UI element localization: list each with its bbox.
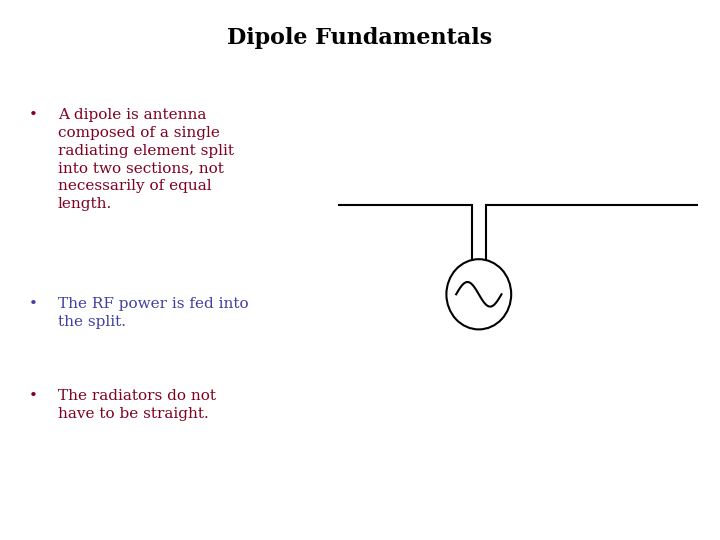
- Text: The RF power is fed into
the split.: The RF power is fed into the split.: [58, 297, 248, 329]
- Text: •: •: [29, 389, 37, 403]
- Text: •: •: [29, 108, 37, 122]
- Text: Dipole Fundamentals: Dipole Fundamentals: [228, 27, 492, 49]
- Text: A dipole is antenna
composed of a single
radiating element split
into two sectio: A dipole is antenna composed of a single…: [58, 108, 233, 211]
- Text: The radiators do not
have to be straight.: The radiators do not have to be straight…: [58, 389, 215, 421]
- Text: •: •: [29, 297, 37, 311]
